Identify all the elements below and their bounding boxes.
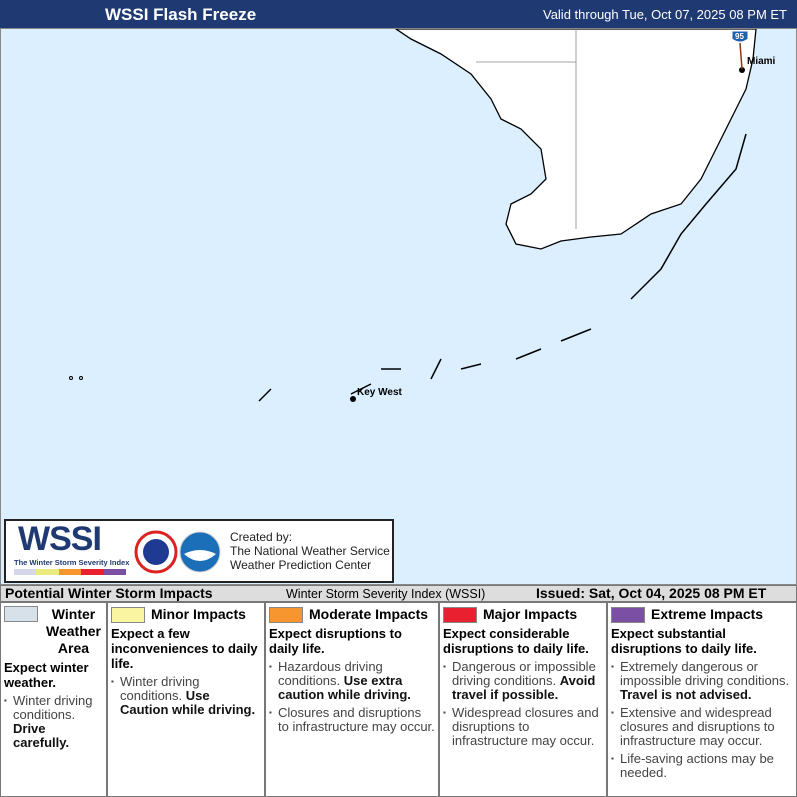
key-west-label: Key West	[357, 387, 403, 398]
legend-bullet: Life-saving actions may be needed.	[611, 752, 793, 780]
bullet-text: Life-saving actions may be needed.	[620, 751, 774, 781]
wssi-color-bar	[14, 569, 127, 575]
bullet-text: Hazardous driving conditions.	[278, 659, 383, 689]
bullet-bold: Avoid travel if possible.	[452, 673, 596, 703]
org-nws: The National Weather Service	[230, 544, 390, 558]
impact-legend: Winter Weather Area Expect winter weather…	[0, 602, 797, 797]
legend-swatch	[443, 607, 477, 624]
map[interactable]: Miami 95 Key West	[0, 28, 797, 585]
legend-expect: Expect substantial disruptions to daily …	[611, 626, 757, 657]
wssi-logo-box: WSSI The Winter Storm Severity Index Cre…	[4, 519, 394, 583]
legend-bullet: Winter driving conditions. Drive careful…	[4, 694, 103, 750]
legend-bullet: Extremely dangerous or impossible drivin…	[611, 660, 793, 702]
legend-name: Major Impacts	[483, 606, 578, 622]
island	[69, 376, 73, 380]
legend-bullet: Closures and disruptions to infrastructu…	[269, 706, 435, 734]
valid-time: Valid through Tue, Oct 07, 2025 08 PM ET	[542, 7, 787, 22]
legend-name: Minor Impacts	[151, 606, 246, 622]
legend-expect: Expect winter weather.	[4, 660, 89, 690]
miami-label: Miami	[747, 56, 776, 67]
bullet-text: Winter driving conditions.	[13, 693, 93, 722]
legend-column: Minor Impacts Expect a few inconveniences…	[108, 603, 266, 796]
bullet-text: Closures and disruptions to infrastructu…	[278, 705, 435, 735]
bullet-bold: Travel is not advised.	[620, 687, 752, 703]
key-west-marker	[350, 396, 356, 402]
legend-header: Potential Winter Storm Impacts Winter St…	[0, 585, 797, 602]
interstate-label: 95	[735, 32, 744, 41]
legend-expect: Expect a few inconveniences to daily lif…	[111, 626, 258, 672]
legend-expect: Expect disruptions to daily life.	[269, 626, 402, 657]
legend-swatch	[269, 607, 303, 624]
legend-bullet: Winter driving conditions. Use Caution w…	[111, 675, 261, 717]
legend-bullet: Widespread closures and disruptions to i…	[443, 706, 603, 748]
florida-keys	[258, 133, 747, 402]
bullet-text: Winter driving conditions.	[120, 674, 200, 704]
bullet-text: Extremely dangerous or impossible drivin…	[620, 659, 790, 689]
legend-name: Winter Weather Area	[46, 606, 101, 656]
miami-marker	[739, 67, 745, 73]
interstate-shield-icon	[731, 30, 749, 43]
legend-column: Moderate Impacts Expect disruptions to da…	[266, 603, 440, 796]
legend-column: Winter Weather Area Expect winter weather…	[1, 603, 108, 796]
bullet-text: Dangerous or impossible driving conditio…	[452, 659, 596, 689]
legend-name: Extreme Impacts	[651, 606, 764, 622]
org-wpc: Weather Prediction Center	[230, 558, 372, 572]
bullet-bold: Drive carefully.	[13, 721, 70, 750]
map-title: WSSI Flash Freeze	[105, 5, 257, 24]
legend-swatch	[111, 607, 145, 624]
nws-noaa-logos-icon	[134, 530, 221, 574]
created-by: Created by:	[230, 530, 293, 544]
interstate-road	[739, 42, 743, 70]
header: WSSI Flash Freeze Valid through Tue, Oct…	[0, 0, 797, 28]
issued-time: Issued: Sat, Oct 04, 2025 08 PM ET	[536, 585, 767, 601]
legend-swatch	[4, 606, 38, 622]
legend-name: Moderate Impacts	[309, 606, 429, 622]
legend-swatch	[611, 607, 645, 624]
wssi-subtitle: The Winter Storm Severity Index	[14, 558, 130, 567]
legend-bullet: Hazardous driving conditions. Use extra …	[269, 660, 435, 702]
bullet-text: Widespread closures and disruptions to i…	[452, 705, 599, 749]
index-name: Winter Storm Severity Index (WSSI)	[286, 587, 486, 601]
bullet-bold: Use extra caution while driving.	[278, 673, 411, 703]
bullet-bold: Use Caution while driving.	[120, 688, 256, 718]
bullet-text: Extensive and widespread closures and di…	[620, 705, 775, 749]
legend-bullet: Extensive and widespread closures and di…	[611, 706, 793, 748]
legend-bullet: Dangerous or impossible driving conditio…	[443, 660, 603, 702]
legend-expect: Expect considerable disruptions to daily…	[443, 626, 589, 657]
legend-column: Extreme Impacts Expect substantial disrup…	[608, 603, 796, 796]
legend-column: Major Impacts Expect considerable disrupt…	[440, 603, 608, 796]
legend-title: Potential Winter Storm Impacts	[5, 585, 213, 601]
county-line	[476, 29, 577, 229]
wssi-logo: WSSI	[18, 520, 102, 558]
island	[79, 376, 83, 380]
